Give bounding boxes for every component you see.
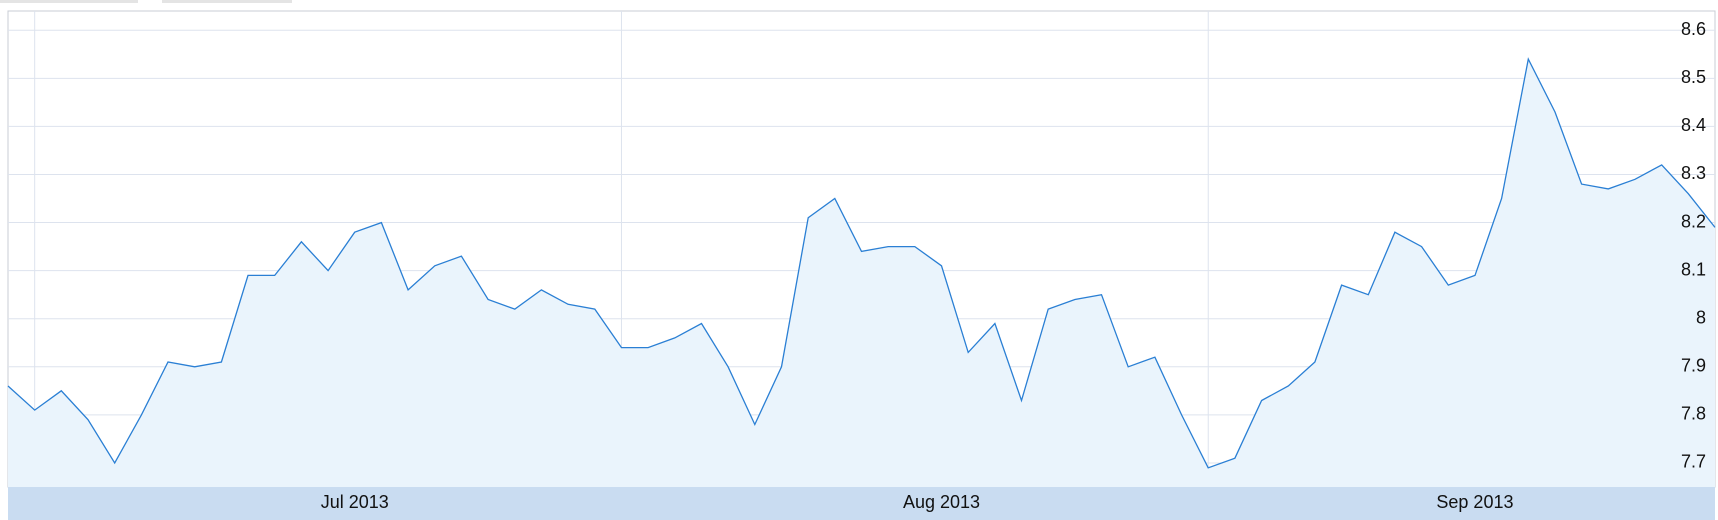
- y-tick-label: 8.4: [1681, 115, 1706, 135]
- y-tick-label: 8.5: [1681, 67, 1706, 87]
- y-tick-label: 7.9: [1681, 356, 1706, 376]
- x-tick-label: Aug 2013: [903, 492, 980, 512]
- y-tick-label: 8: [1696, 307, 1706, 327]
- y-tick-label: 7.7: [1681, 452, 1706, 472]
- x-tick-label: Sep 2013: [1436, 492, 1513, 512]
- y-tick-label: 8.6: [1681, 19, 1706, 39]
- y-tick-label: 8.2: [1681, 211, 1706, 231]
- tab: [162, 0, 292, 3]
- y-tick-label: 8.3: [1681, 163, 1706, 183]
- y-tick-label: 7.8: [1681, 404, 1706, 424]
- y-tick-label: 8.1: [1681, 259, 1706, 279]
- area: [8, 59, 1715, 487]
- x-tick-label: Jul 2013: [321, 492, 389, 512]
- line: [7, 57, 1716, 469]
- x-axis-band: [8, 487, 1715, 520]
- tab: [0, 0, 138, 3]
